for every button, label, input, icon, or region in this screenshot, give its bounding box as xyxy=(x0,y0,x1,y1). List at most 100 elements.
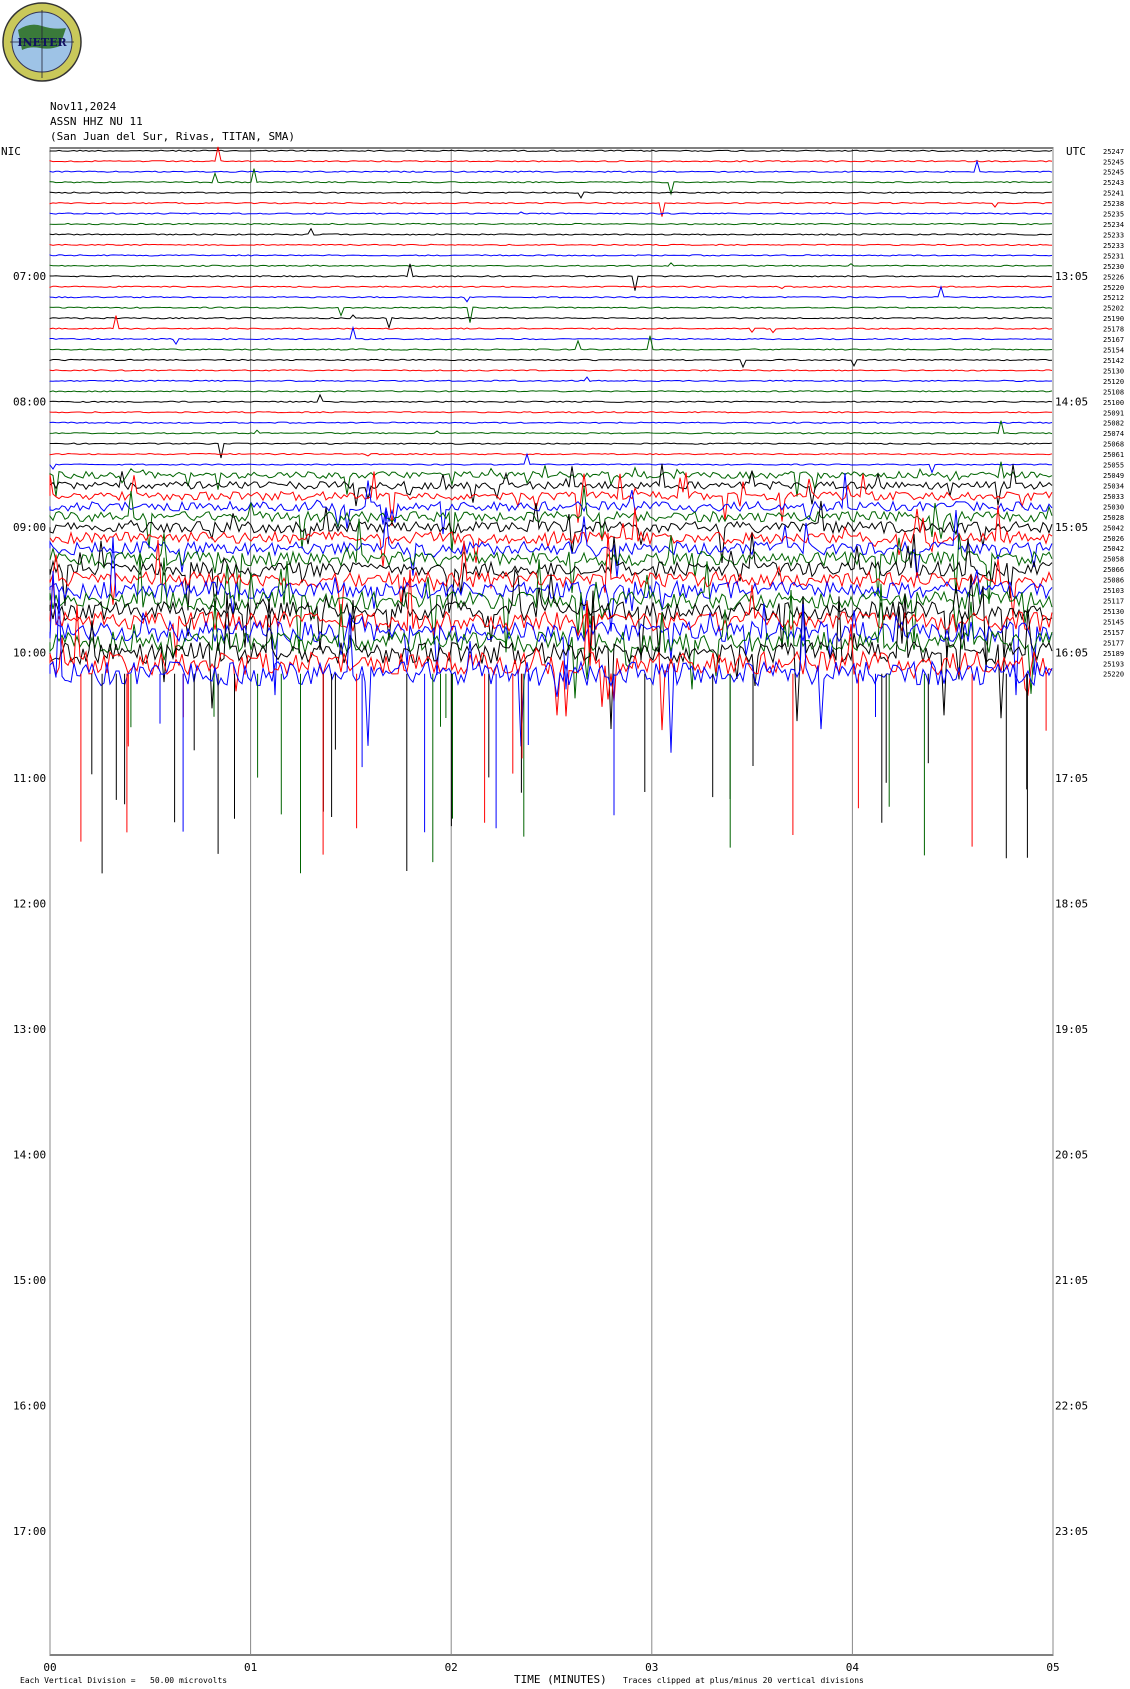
trace-count-label: 25120 xyxy=(1103,378,1124,386)
seismic-trace xyxy=(49,570,1053,696)
seismic-trace xyxy=(49,369,1053,372)
seismic-trace xyxy=(49,590,1053,753)
seismic-trace xyxy=(49,285,1053,290)
trace-count-label: 25028 xyxy=(1103,514,1124,522)
trace-count-label: 25177 xyxy=(1103,639,1124,647)
seismic-trace xyxy=(49,537,1053,632)
trace-count-label: 25030 xyxy=(1103,503,1124,511)
nic-zone-label: NIC xyxy=(1,145,21,158)
left-time-label: 09:00 xyxy=(13,521,46,534)
left-time-label: 16:00 xyxy=(13,1400,46,1413)
right-time-label: 22:05 xyxy=(1055,1400,1088,1413)
x-tick-label: 04 xyxy=(846,1661,860,1674)
trace-count-label: 25049 xyxy=(1103,472,1124,480)
seismic-trace xyxy=(49,243,1053,247)
seismic-trace xyxy=(49,262,1053,267)
seismic-trace xyxy=(49,211,1053,215)
trace-count-label: 25233 xyxy=(1103,242,1124,250)
trace-count-label: 25220 xyxy=(1103,671,1124,679)
left-time-label: 14:00 xyxy=(13,1149,46,1162)
trace-count-label: 25074 xyxy=(1103,430,1124,438)
left-time-label: 12:00 xyxy=(13,898,46,911)
seismic-trace xyxy=(49,471,1053,526)
trace-count-label: 25245 xyxy=(1103,169,1124,177)
seismic-trace xyxy=(49,452,1053,474)
seismic-trace xyxy=(49,473,1053,535)
left-time-label: 13:00 xyxy=(13,1023,46,1036)
x-axis-label: TIME (MINUTES) xyxy=(514,1673,607,1686)
left-time-label: 07:00 xyxy=(13,270,46,283)
left-time-label: 15:00 xyxy=(13,1274,46,1287)
trace-count-label: 25234 xyxy=(1103,221,1124,229)
trace-count-label: 25154 xyxy=(1103,347,1124,355)
seismic-trace xyxy=(49,314,1053,330)
trace-count-label: 25145 xyxy=(1103,618,1124,626)
trace-count-label: 25142 xyxy=(1103,357,1124,365)
trace-count-label: 25066 xyxy=(1103,566,1124,574)
seismic-trace xyxy=(49,505,1053,567)
seismic-trace xyxy=(49,583,1053,699)
right-time-label: 21:05 xyxy=(1055,1274,1088,1287)
seismic-trace xyxy=(49,222,1053,226)
trace-count-label: 25157 xyxy=(1103,629,1124,637)
right-time-label: 15:05 xyxy=(1055,521,1088,534)
seismic-trace xyxy=(49,393,1053,403)
x-tick-label: 05 xyxy=(1046,1661,1059,1674)
seismic-trace xyxy=(49,201,1053,217)
trace-count-label: 25103 xyxy=(1103,587,1124,595)
seismic-trace xyxy=(49,463,1053,507)
trace-count-label: 25178 xyxy=(1103,326,1124,334)
seismic-trace xyxy=(49,509,1053,578)
trace-count-label: 25042 xyxy=(1103,524,1124,532)
trace-count-label: 25202 xyxy=(1103,305,1124,313)
x-tick-label: 03 xyxy=(645,1661,658,1674)
plot-frame xyxy=(49,147,1054,1656)
seismic-trace xyxy=(49,306,1053,323)
right-time-label: 23:05 xyxy=(1055,1525,1088,1538)
right-time-label: 19:05 xyxy=(1055,1023,1088,1036)
trace-count-label: 25055 xyxy=(1103,462,1124,470)
trace-count-label: 25189 xyxy=(1103,650,1124,658)
seismic-trace xyxy=(49,452,1053,457)
seismic-trace xyxy=(49,500,1053,563)
seismic-trace xyxy=(49,411,1052,414)
seismic-trace xyxy=(49,159,1053,173)
trace-count-label: 25108 xyxy=(1103,388,1124,396)
trace-count-label: 25212 xyxy=(1103,294,1124,302)
trace-count-label: 25117 xyxy=(1103,598,1124,606)
right-time-label: 17:05 xyxy=(1055,772,1088,785)
trace-count-label: 25220 xyxy=(1103,284,1124,292)
plot-date: Nov11,2024 xyxy=(50,100,117,113)
left-time-label: 17:00 xyxy=(13,1525,46,1538)
trace-count-label: 25235 xyxy=(1103,211,1124,219)
right-time-label: 14:05 xyxy=(1055,396,1088,409)
trace-count-label: 25226 xyxy=(1103,273,1124,281)
seismic-trace xyxy=(49,335,1053,351)
seismic-trace xyxy=(49,421,1053,424)
left-time-label: 11:00 xyxy=(13,772,46,785)
ineter-logo: INETER xyxy=(2,2,82,82)
seismic-trace xyxy=(49,390,1053,393)
trace-count-label: 25026 xyxy=(1103,535,1124,543)
left-time-label: 10:00 xyxy=(13,647,46,660)
seismic-trace xyxy=(49,285,1053,303)
trace-count-label: 25247 xyxy=(1103,148,1124,156)
trace-count-label: 25042 xyxy=(1103,545,1124,553)
trace-count-label: 25243 xyxy=(1103,179,1124,187)
seismic-trace xyxy=(49,227,1053,236)
seismic-trace xyxy=(49,486,1053,552)
trace-count-label: 25034 xyxy=(1103,482,1124,490)
trace-count-label: 25130 xyxy=(1103,367,1124,375)
seismic-trace xyxy=(49,555,1053,654)
x-tick-label: 01 xyxy=(244,1661,257,1674)
trace-count-label: 25233 xyxy=(1103,231,1124,239)
trace-count-label: 25238 xyxy=(1103,200,1124,208)
seismic-trace xyxy=(49,518,1053,604)
trace-count-label: 25100 xyxy=(1103,399,1124,407)
trace-count-label: 25190 xyxy=(1103,315,1124,323)
clip-note: Traces clipped at plus/minus 20 vertical… xyxy=(623,1676,864,1685)
seismic-trace xyxy=(49,376,1053,383)
trace-count-label: 25091 xyxy=(1103,409,1124,417)
trace-count-label: 25082 xyxy=(1103,420,1124,428)
